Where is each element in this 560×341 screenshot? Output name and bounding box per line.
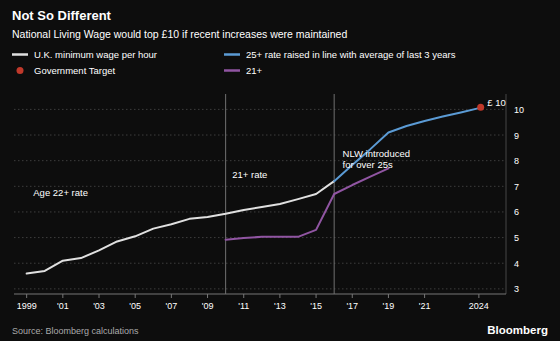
annotation-line: 21+ rate (232, 169, 267, 180)
y-tick-label: 7 (514, 182, 519, 192)
legend-label: 21+ (246, 65, 263, 76)
x-tick (135, 294, 136, 298)
x-axis: 1999 '01 '03 '05 '07 '09 '11 '13 '15 '17 '19 '21 202… (14, 294, 506, 311)
x-tick-label: 2024 (469, 301, 489, 311)
y-tick-label: 5 (514, 233, 519, 243)
x-tick (207, 294, 208, 298)
legend: U.K. minimum wage per hour 25+ rate raise… (12, 49, 456, 76)
grid-line (14, 135, 506, 136)
x-tick (26, 294, 27, 298)
grid-line (14, 160, 506, 161)
subtitle: National Living Wage would top £10 if re… (12, 28, 347, 40)
title: Not So Different (12, 8, 112, 23)
y-tick-label: 10 (514, 105, 524, 115)
chart: Not So Different National Living Wage wou… (0, 0, 560, 341)
watermark: Bloomberg (487, 324, 548, 336)
series-line (334, 108, 479, 181)
series-line (27, 181, 335, 273)
x-tick-label: '13 (274, 301, 286, 311)
x-tick (171, 294, 172, 298)
x-tick (352, 294, 353, 298)
annotation-line: NLW introduced (343, 148, 410, 159)
y-tick-label: 9 (514, 131, 519, 141)
plot-area (27, 94, 485, 294)
x-tick (99, 294, 100, 298)
x-tick-label: '01 (57, 301, 69, 311)
x-tick (243, 294, 244, 298)
y-axis-line (506, 94, 507, 294)
x-tick (62, 294, 63, 298)
x-tick-label: 1999 (17, 301, 37, 311)
x-tick-label: '05 (129, 301, 141, 311)
annotation-line: for over 25s (343, 159, 393, 170)
legend-label: 25+ rate raised in line with average of … (246, 49, 456, 60)
annotations: 21+ rate Age 22+ rate NLW introducedfor ov… (33, 97, 506, 198)
x-tick-label: '19 (383, 301, 395, 311)
target-point (477, 104, 484, 111)
background (0, 0, 560, 341)
legend-swatch (12, 53, 28, 56)
source: Source: Bloomberg calculations (12, 326, 139, 336)
grid-line (14, 263, 506, 264)
x-axis-line (14, 294, 506, 295)
legend-swatch (224, 53, 240, 56)
annotation: NLW introducedfor over 25s (343, 148, 410, 170)
x-tick-label: '03 (93, 301, 105, 311)
x-tick-label: '17 (346, 301, 358, 311)
x-tick-label: '15 (310, 301, 322, 311)
annotation-line: Age 22+ rate (33, 187, 88, 198)
x-tick (279, 294, 280, 298)
y-axis: 3 4 5 6 7 8 9 10 (14, 94, 524, 294)
reference-line (225, 94, 226, 294)
x-tick (424, 294, 425, 298)
x-tick-label: '21 (419, 301, 431, 311)
x-tick (316, 294, 317, 298)
x-tick-label: '11 (238, 301, 249, 311)
grid-line (14, 211, 506, 212)
y-tick-label: 8 (514, 156, 519, 166)
legend-swatch (224, 69, 240, 72)
x-tick-label: '09 (202, 301, 214, 311)
y-tick-label: 4 (514, 259, 519, 269)
annotation: £ 10 (487, 97, 506, 108)
x-tick (478, 294, 479, 298)
y-tick-label: 3 (514, 284, 519, 294)
x-tick (388, 294, 389, 298)
y-tick-label: 6 (514, 207, 519, 217)
annotation: Age 22+ rate (33, 187, 88, 198)
x-tick-label: '07 (166, 301, 178, 311)
annotation-line: £ 10 (487, 97, 506, 108)
legend-label: U.K. minimum wage per hour (34, 49, 157, 60)
legend-swatch (17, 67, 24, 74)
annotation: 21+ rate (232, 169, 267, 180)
series-line (226, 168, 389, 239)
grid-line (14, 288, 506, 289)
grid-line (14, 109, 506, 110)
legend-label: Government Target (34, 65, 116, 76)
